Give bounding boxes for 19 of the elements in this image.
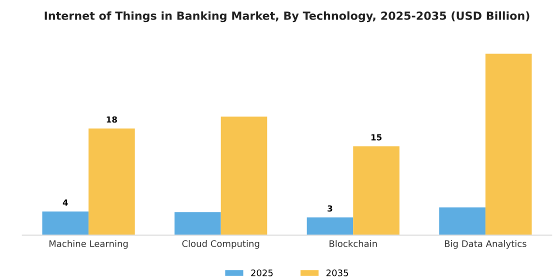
bar — [42, 211, 89, 236]
bar — [88, 128, 135, 236]
x-tick-label: Cloud Computing — [182, 240, 260, 249]
bar — [485, 54, 532, 236]
data-label: 15 — [371, 134, 382, 140]
bar — [220, 116, 268, 236]
legend-label: 2025 — [251, 269, 273, 276]
data-label: 4 — [62, 200, 68, 206]
bar — [306, 217, 354, 236]
data-label: 18 — [106, 116, 117, 123]
legend-label: 2035 — [326, 269, 348, 276]
x-tick-label: Big Data Analytics — [444, 240, 526, 249]
data-label: 3 — [328, 205, 332, 212]
bar — [439, 207, 486, 236]
x-tick-label: Machine Learning — [50, 240, 128, 249]
x-tick-label: Blockchain — [330, 240, 377, 248]
bar — [353, 146, 400, 236]
chart-title: Internet of Things in Banking Market, By Technology, 2025-2035 (USD Billion) — [44, 11, 530, 22]
bar — [174, 212, 221, 236]
